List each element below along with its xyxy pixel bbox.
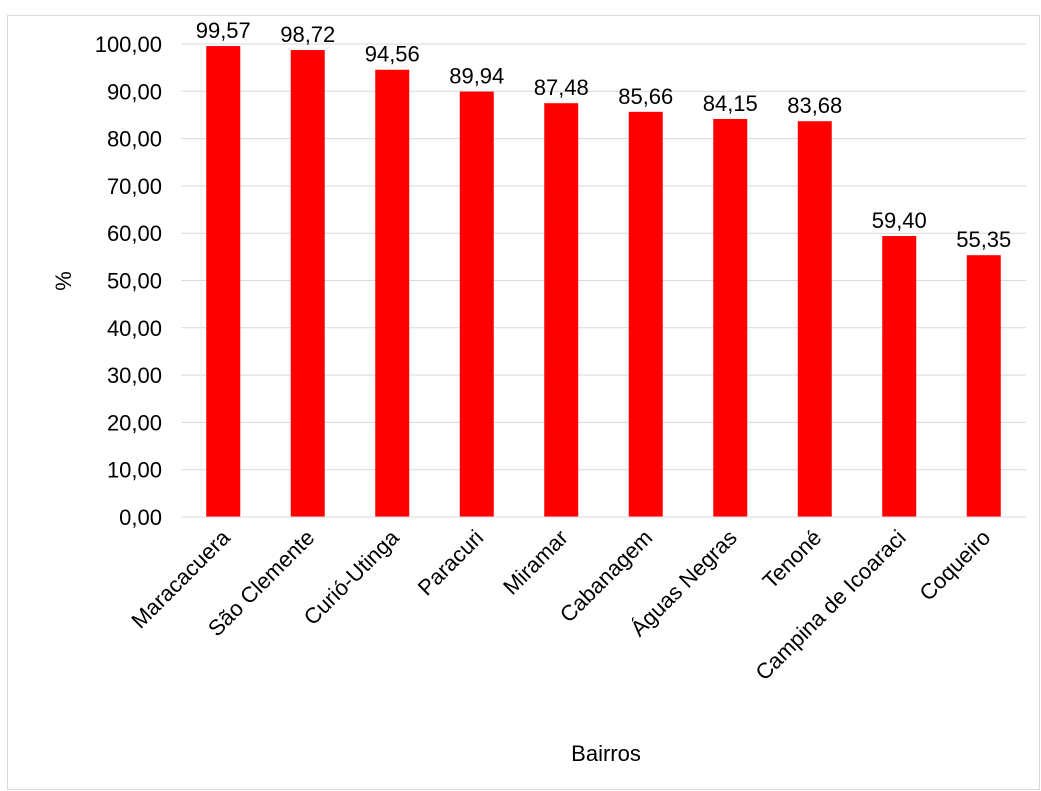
x-tick-label: Campina de Icoaraci (750, 525, 910, 685)
data-label: 84,15 (703, 91, 758, 116)
y-tick-label: 60,00 (107, 221, 162, 246)
data-label: 85,66 (618, 84, 673, 109)
data-label: 89,94 (449, 64, 504, 89)
bar (290, 50, 325, 517)
y-axis-ticks: 0,00 10,00 20,00 30,00 40,00 50,00 60,00 70,00 8… (95, 32, 162, 530)
data-label: 55,35 (956, 227, 1011, 252)
y-tick-label: 100,00 (95, 32, 162, 57)
data-label: 83,68 (787, 93, 842, 118)
y-tick-label: 90,00 (107, 79, 162, 104)
bars (206, 46, 1001, 518)
bar (206, 46, 241, 517)
bar (966, 255, 1001, 517)
bar (628, 111, 663, 518)
x-tick-label: Miramar (498, 525, 573, 600)
y-tick-label: 20,00 (107, 410, 162, 435)
bar (375, 69, 410, 517)
x-axis-title: Bairros (571, 741, 641, 766)
y-tick-label: 80,00 (107, 127, 162, 152)
y-tick-label: 0,00 (119, 505, 162, 530)
bar (713, 118, 748, 518)
data-label: 59,40 (872, 208, 927, 233)
data-label: 98,72 (280, 22, 335, 47)
y-tick-label: 50,00 (107, 269, 162, 294)
data-label: 87,48 (534, 75, 589, 100)
y-tick-label: 70,00 (107, 174, 162, 199)
bar (459, 91, 494, 517)
y-tick-label: 10,00 (107, 458, 162, 483)
bar (544, 103, 579, 517)
data-label: 94,56 (365, 42, 420, 67)
x-tick-label: Tenoné (758, 525, 827, 594)
x-tick-label: Coqueiro (914, 525, 995, 606)
bar (882, 236, 917, 517)
data-labels: 99,57 98,72 94,56 89,94 87,48 85,66 84,15 83,68… (196, 18, 1012, 252)
data-label: 99,57 (196, 18, 251, 43)
y-tick-label: 30,00 (107, 363, 162, 388)
y-tick-label: 40,00 (107, 316, 162, 341)
chart-frame (7, 15, 1040, 790)
x-tick-label: Paracuri (413, 525, 489, 601)
y-axis-title: % (51, 271, 76, 291)
bar (797, 121, 832, 517)
